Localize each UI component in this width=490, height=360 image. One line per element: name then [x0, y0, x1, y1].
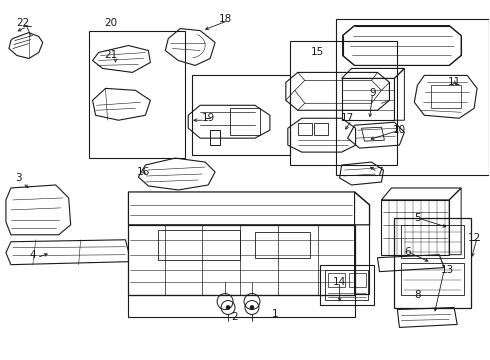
Bar	[192, 75, 290, 155]
Bar	[255, 232, 310, 258]
Text: 13: 13	[441, 265, 454, 275]
Bar	[314, 123, 328, 135]
Text: 19: 19	[201, 113, 215, 123]
Text: 10: 10	[393, 125, 406, 135]
Text: 5: 5	[414, 213, 420, 223]
Text: 21: 21	[104, 50, 117, 60]
Text: 12: 12	[467, 233, 481, 243]
Text: 16: 16	[137, 167, 150, 177]
Text: 1: 1	[271, 310, 278, 319]
Text: 14: 14	[333, 276, 346, 287]
Text: 20: 20	[104, 18, 117, 28]
Bar	[431, 85, 461, 108]
Text: 11: 11	[447, 77, 461, 87]
Circle shape	[250, 306, 254, 310]
Circle shape	[226, 306, 230, 310]
Text: 15: 15	[311, 48, 324, 58]
Text: 9: 9	[369, 88, 376, 98]
Text: 6: 6	[404, 247, 411, 257]
Text: 2: 2	[232, 312, 238, 323]
Text: 17: 17	[341, 113, 354, 123]
Text: 8: 8	[414, 289, 420, 300]
Bar	[348, 273, 366, 287]
Text: 7: 7	[376, 167, 383, 177]
Bar	[325, 270, 368, 300]
Bar	[401, 225, 464, 258]
Bar	[336, 19, 489, 175]
Bar	[401, 263, 464, 294]
Text: 4: 4	[29, 250, 36, 260]
Bar	[290, 41, 397, 165]
Bar	[89, 31, 185, 158]
Text: 22: 22	[16, 18, 29, 28]
Bar	[230, 108, 260, 135]
Bar	[298, 123, 312, 135]
Text: 3: 3	[16, 173, 22, 183]
Bar	[328, 273, 344, 287]
Text: 18: 18	[219, 14, 232, 24]
Bar	[158, 230, 240, 260]
